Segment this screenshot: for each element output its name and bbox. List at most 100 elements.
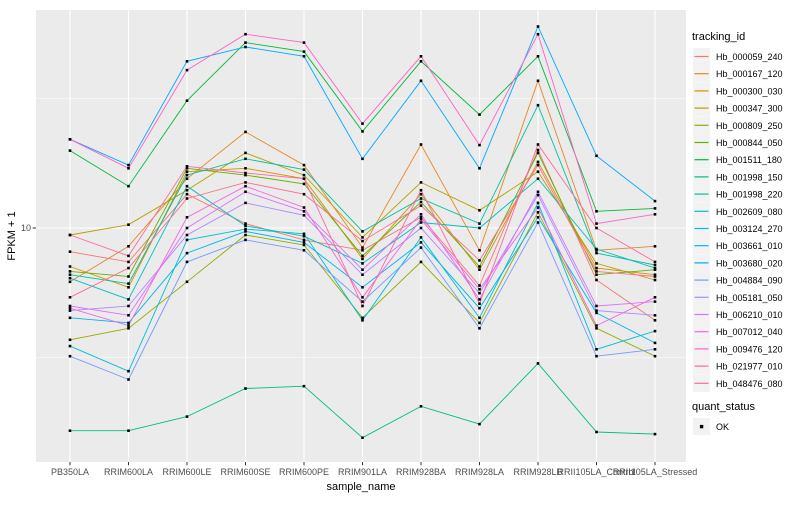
data-point (302, 234, 306, 238)
data-point (653, 314, 657, 317)
data-point (595, 222, 598, 225)
data-point (653, 275, 657, 278)
data-point (361, 300, 364, 303)
data-point (185, 173, 189, 177)
data-point (244, 173, 247, 177)
data-point (653, 296, 657, 299)
ok-point-icon (699, 424, 704, 429)
legend-entry-label: Hb_048476_080 (716, 379, 783, 389)
data-point (361, 230, 364, 233)
data-point (127, 314, 130, 317)
data-point (536, 190, 540, 194)
data-point (478, 288, 481, 291)
data-point (419, 226, 423, 230)
data-point (478, 222, 481, 225)
data-point (244, 45, 247, 49)
data-point (361, 249, 364, 252)
data-point (68, 138, 72, 141)
data-point (536, 201, 540, 205)
data-point (185, 233, 189, 237)
data-point (653, 354, 657, 358)
data-point (127, 321, 130, 325)
data-point (127, 324, 130, 327)
y-axis-tick-label: 10 (21, 223, 31, 233)
x-tick-label: RRIM600LE (162, 467, 211, 477)
data-point (595, 270, 598, 273)
legend-tracking-entries: Hb_000059_240 Hb_000167_120 Hb_000300_030 H… (693, 48, 783, 392)
data-point (361, 296, 364, 299)
data-point (127, 223, 130, 226)
data-point (595, 210, 598, 213)
data-point (419, 188, 423, 192)
data-point (361, 316, 364, 320)
data-point (127, 327, 130, 330)
data-point (595, 430, 598, 434)
data-point (302, 206, 306, 209)
data-point (595, 247, 598, 251)
data-point (595, 327, 598, 330)
data-point (127, 298, 130, 301)
data-point (127, 266, 130, 270)
data-point (127, 369, 130, 373)
data-point (361, 286, 364, 289)
data-point (478, 306, 481, 310)
data-point (68, 265, 72, 268)
x-tick-label: RRIM600SE (220, 467, 270, 477)
data-point (653, 263, 657, 267)
data-point (653, 278, 657, 282)
data-point (302, 182, 306, 186)
data-point (302, 214, 306, 217)
data-point (244, 238, 247, 242)
data-point (478, 226, 481, 230)
data-point (653, 199, 657, 203)
legend-entry-label: Hb_001511_180 (716, 155, 782, 165)
legend-entry-label: Hb_000844_050 (716, 138, 783, 148)
data-point (478, 113, 481, 116)
data-point (419, 192, 423, 196)
data-point (68, 270, 72, 273)
data-point (595, 262, 598, 265)
data-point (536, 148, 540, 152)
data-point (302, 243, 306, 247)
data-point (244, 230, 247, 233)
data-point (244, 222, 247, 225)
legend-entry-label: Hb_004884_090 (716, 276, 783, 286)
data-point (361, 236, 364, 239)
data-point (68, 276, 72, 280)
data-point (361, 273, 364, 276)
data-point (244, 201, 247, 205)
data-point (361, 239, 364, 243)
data-point (419, 181, 423, 184)
data-point (244, 233, 247, 237)
legend-entry-label: Hb_006210_010 (716, 310, 783, 320)
data-point (478, 167, 481, 170)
x-tick-label: RRIM928LA (455, 467, 504, 477)
data-point (127, 286, 130, 289)
data-point (244, 224, 247, 228)
data-point (185, 184, 189, 188)
data-point (653, 348, 657, 351)
data-point (185, 280, 189, 284)
data-point (478, 265, 481, 268)
x-tick-label: RRIM928LB (513, 467, 562, 477)
data-point (536, 55, 540, 58)
legend-entry-label: Hb_000167_120 (716, 69, 783, 79)
data-point (419, 246, 423, 249)
data-point (68, 316, 72, 320)
data-point (68, 304, 72, 308)
data-point (185, 216, 189, 219)
data-point (653, 300, 657, 303)
data-point (653, 319, 657, 322)
data-point (361, 268, 364, 271)
data-point (302, 173, 306, 177)
legend-entry-label: Hb_003661_010 (716, 241, 783, 251)
data-point (419, 60, 423, 63)
legend-entry-label: Hb_003680_020 (716, 258, 783, 268)
data-point (653, 260, 657, 264)
data-point (536, 211, 540, 214)
data-point (478, 259, 481, 262)
legend-entry-label: Hb_002609_080 (716, 207, 783, 217)
data-point (536, 163, 540, 167)
data-point (127, 275, 130, 278)
